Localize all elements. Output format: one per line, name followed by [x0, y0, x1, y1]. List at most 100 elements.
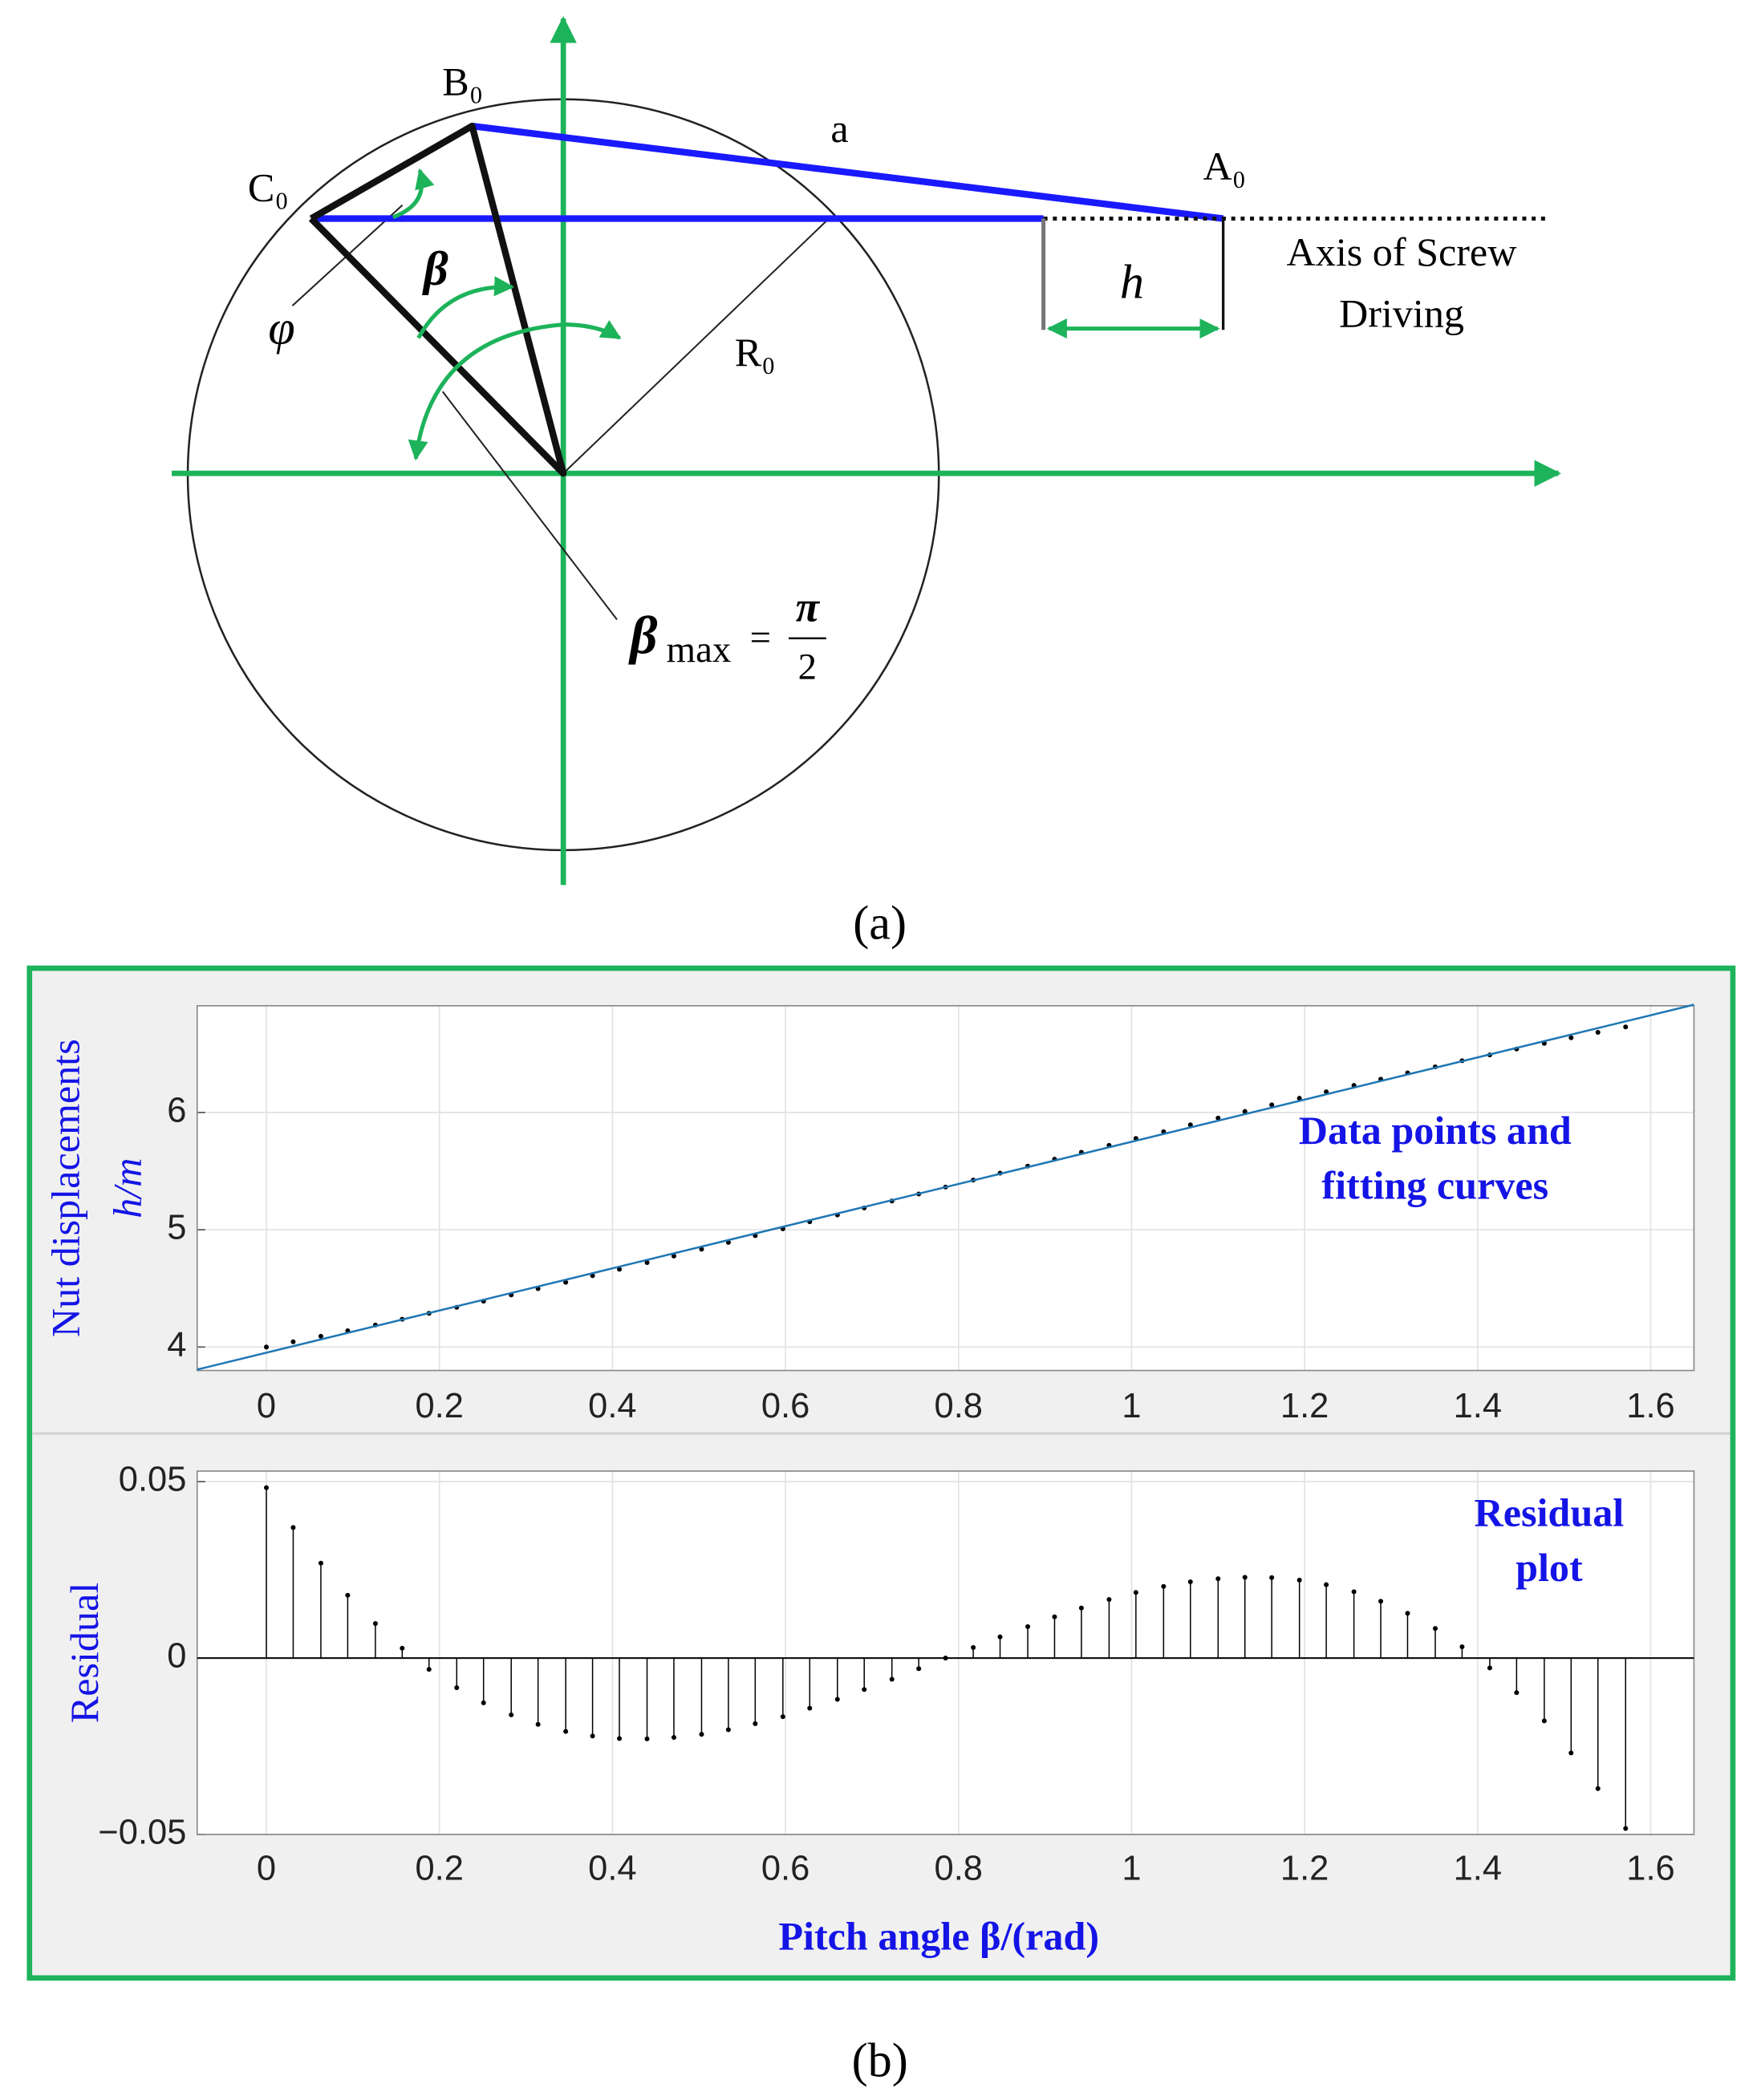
stem-dot: [1133, 1590, 1138, 1595]
range-arc: [408, 320, 622, 461]
point-label: A₀: [1203, 144, 1246, 189]
stem-dot: [372, 1620, 378, 1626]
caption: (b): [852, 2033, 908, 2087]
data-point: [290, 1339, 296, 1344]
beta-max-subscript: max: [667, 629, 732, 671]
y-tick-label: 5: [167, 1209, 186, 1247]
stem-dot: [535, 1721, 541, 1727]
data-point: [699, 1247, 704, 1252]
y-tick-label: −0.05: [98, 1813, 186, 1851]
stem-dot: [1296, 1577, 1302, 1583]
data-point: [1568, 1035, 1574, 1040]
x-tick-label: 0: [257, 1850, 276, 1888]
stem-dot: [1324, 1582, 1329, 1587]
plots: 0 0.2 0.4 0.6 0.8 1 1.2 1.4 1.6 4 5 6 Nut displaceme…: [43, 1003, 1695, 1959]
stem-dot: [1487, 1665, 1492, 1671]
axis-caption: Driving: [1339, 291, 1464, 336]
point-label: B₀: [442, 59, 483, 104]
stem-dot: [1405, 1611, 1410, 1616]
x-tick-label: 0: [257, 1387, 276, 1425]
stem-dot: [1215, 1576, 1221, 1582]
link-label: a: [830, 106, 848, 151]
stem-dot: [1242, 1575, 1248, 1580]
x-tick-label: 0.6: [761, 1850, 810, 1888]
axis-caption: Axis of Screw: [1287, 229, 1517, 274]
plot-frame: [196, 1004, 1695, 1372]
beta-max-equals: =: [750, 617, 771, 659]
stem-dot: [264, 1485, 270, 1490]
stem-dot: [481, 1700, 486, 1705]
stem-dot: [699, 1732, 704, 1737]
x-tick-label: 0.6: [761, 1387, 810, 1425]
data-point: [1242, 1109, 1248, 1114]
diagram: B₀ C₀ A₀ a h R₀ β φ Axis of Screw Drivin…: [171, 16, 1561, 951]
beta-max-denominator: 2: [798, 647, 817, 688]
stem-dot: [1459, 1644, 1465, 1649]
data-point: [264, 1344, 270, 1350]
beta-label: β: [422, 242, 448, 296]
x-tick-label: 1.6: [1626, 1850, 1674, 1888]
x-tick-label: 0.4: [588, 1850, 636, 1888]
annotation: fitting curves: [1321, 1162, 1548, 1207]
stem-dot: [1595, 1786, 1601, 1791]
stem-dot: [400, 1645, 405, 1651]
caption: (a): [853, 897, 907, 951]
stem-dot: [916, 1666, 922, 1672]
data-point: [617, 1267, 623, 1272]
phi-label: φ: [268, 301, 294, 355]
link-a: [471, 122, 1224, 222]
stem-dot: [1078, 1605, 1084, 1611]
x-tick-label: 1.2: [1280, 1850, 1329, 1888]
annotation: Data points and: [1299, 1108, 1572, 1153]
stem-dot: [426, 1667, 432, 1672]
stem-dot: [997, 1634, 1003, 1640]
x-tick-label: 1: [1122, 1850, 1141, 1888]
data-point: [1215, 1115, 1221, 1121]
stem-dot: [1432, 1626, 1438, 1632]
x-tick-label: 1: [1122, 1387, 1141, 1425]
stem-dot: [1351, 1589, 1357, 1595]
stem-dot: [1568, 1750, 1574, 1756]
x-axis-label: Pitch angle β/(rad): [778, 1914, 1099, 1959]
radius-line: [562, 217, 830, 474]
x-tick-label: 0.8: [935, 1387, 983, 1425]
stem-dot: [1025, 1624, 1031, 1629]
data-point: [1296, 1096, 1302, 1101]
stem-dot: [644, 1736, 650, 1741]
stem-dot: [290, 1525, 296, 1530]
x-tick-label: 1.4: [1454, 1387, 1502, 1425]
y-axis-label: Residual: [62, 1583, 107, 1723]
stem-dot: [1541, 1718, 1547, 1724]
stem-dot: [1378, 1599, 1384, 1604]
stem-dot: [1514, 1690, 1520, 1696]
stem-dot: [1623, 1826, 1629, 1831]
radius-label: R₀: [735, 330, 776, 375]
stem-dot: [345, 1592, 351, 1598]
stem-dot: [1161, 1583, 1167, 1589]
data-point: [318, 1333, 323, 1339]
stem-dot: [971, 1644, 976, 1650]
annotation: Residual: [1475, 1490, 1625, 1534]
y-tick-label: 6: [167, 1091, 186, 1129]
stem-dot: [834, 1697, 840, 1702]
beta-max-numerator: π: [796, 583, 821, 631]
fit-line: [197, 1003, 1694, 1371]
stem-dot: [862, 1687, 867, 1693]
data-point: [1595, 1030, 1601, 1036]
stem-dot: [671, 1735, 676, 1741]
annotation: plot: [1516, 1545, 1583, 1590]
data-point: [1187, 1122, 1193, 1128]
stem-dot: [1187, 1579, 1193, 1585]
plot-area: [197, 1470, 1694, 1834]
triangle: [308, 122, 567, 477]
leader-line: [441, 391, 618, 620]
y-tick-label: 0.05: [119, 1461, 187, 1499]
beta-max-symbol: β: [627, 606, 657, 665]
x-tick-label: 1.2: [1280, 1387, 1329, 1425]
stem-dot: [617, 1736, 623, 1741]
stem-dot: [807, 1705, 813, 1711]
data-point: [671, 1253, 676, 1259]
plot-frame: [196, 1470, 1695, 1835]
